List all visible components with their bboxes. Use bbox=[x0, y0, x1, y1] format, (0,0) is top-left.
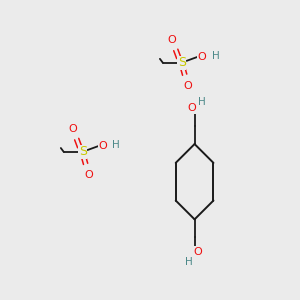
Text: H: H bbox=[112, 140, 120, 150]
Text: S: S bbox=[178, 56, 186, 69]
Text: S: S bbox=[79, 146, 87, 158]
Text: H: H bbox=[198, 98, 206, 107]
Text: H: H bbox=[212, 51, 219, 61]
Text: O: O bbox=[183, 81, 192, 91]
Text: O: O bbox=[68, 124, 77, 134]
Text: O: O bbox=[197, 52, 206, 62]
Text: O: O bbox=[98, 141, 107, 151]
Text: O: O bbox=[187, 103, 196, 113]
Text: O: O bbox=[167, 35, 176, 45]
Text: H: H bbox=[185, 257, 193, 267]
Text: O: O bbox=[84, 170, 93, 180]
Text: O: O bbox=[193, 247, 202, 257]
